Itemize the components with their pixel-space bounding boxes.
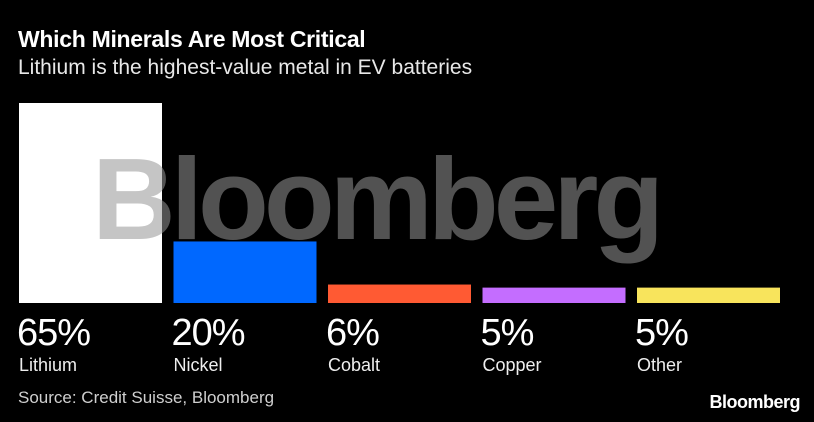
value-label: 5% [480,312,535,354]
value-label: 20% [171,312,246,354]
value-label: 5% [635,312,689,354]
source-note: Source: Credit Suisse, Bloomberg [18,388,275,407]
brand-logo: Bloomberg [709,392,800,412]
chart-title: Which Minerals Are Most Critical [18,26,366,52]
bar-lithium [19,103,162,303]
value-label: 65% [17,312,91,354]
category-label: Lithium [19,355,78,375]
bar-copper [482,287,626,303]
category-label: Other [637,355,683,375]
category-label: Copper [482,355,542,375]
chart-subtitle: Lithium is the highest-value metal in EV… [18,56,473,79]
category-label: Nickel [173,355,223,375]
bar-cobalt [328,284,471,303]
bar-other [637,287,780,303]
bar-nickel [173,241,317,303]
category-label: Cobalt [328,355,381,375]
value-label: 6% [326,312,380,354]
